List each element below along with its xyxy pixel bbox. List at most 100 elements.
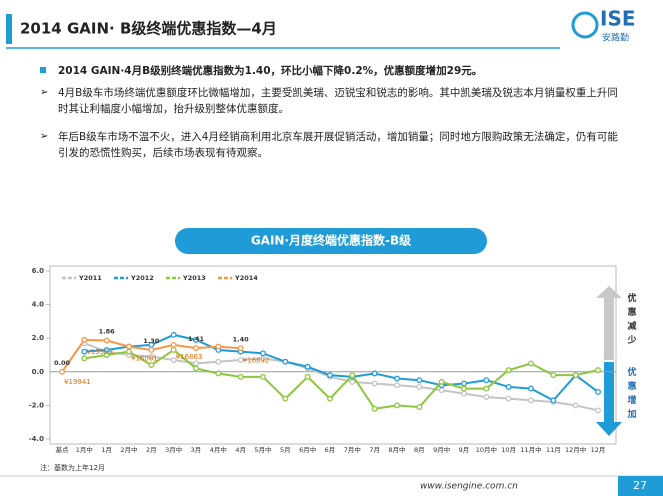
point xyxy=(595,389,601,395)
side-label: 优惠增加 xyxy=(626,366,636,420)
logo-mark xyxy=(571,11,599,39)
price-annotation: ¥16892 xyxy=(243,356,270,364)
bullet-arrow: ➢ xyxy=(40,87,48,98)
x-tick-label: 11月 xyxy=(546,446,561,454)
point xyxy=(505,395,512,402)
point xyxy=(461,390,467,397)
point xyxy=(215,358,222,365)
point xyxy=(438,378,445,385)
x-tick-label: 10月 xyxy=(501,446,516,454)
point xyxy=(483,394,490,400)
x-tick-label: 11月中 xyxy=(520,445,541,454)
chart-title-pill xyxy=(175,228,487,254)
point xyxy=(572,402,579,409)
point xyxy=(505,367,512,374)
point xyxy=(327,395,333,402)
point xyxy=(394,382,400,389)
up-arrow xyxy=(596,286,622,360)
point xyxy=(371,380,378,387)
x-tick-label: 2月中 xyxy=(120,445,137,454)
title-bar xyxy=(6,14,12,44)
point xyxy=(148,362,155,369)
bullet-1-box: 4月B级车市场终端优惠额度环比微幅增加，主要受凯美瑞、迈锐宝和锐志的影响。其中凯… xyxy=(58,87,618,115)
x-tick-label: 5月 xyxy=(280,446,291,454)
point xyxy=(215,370,222,377)
y-tick-label: -2.0 xyxy=(29,401,44,409)
point xyxy=(595,367,601,374)
legend-label: Y2012 xyxy=(130,274,154,282)
x-tick-label: 4月 xyxy=(235,446,246,454)
data-label: 1.40 xyxy=(233,335,250,343)
down-arrow xyxy=(596,362,622,436)
page-box xyxy=(618,476,663,496)
point xyxy=(170,347,177,353)
point xyxy=(282,395,289,402)
point xyxy=(528,397,534,404)
x-tick-label: 8月中 xyxy=(388,445,405,454)
bullet-1: 4月B级车市场终端优惠额度环比微幅增加，主要受凯美瑞、迈锐宝和锐志的影响。其中凯… xyxy=(58,87,618,115)
point xyxy=(371,370,378,377)
x-tick-label: 8月 xyxy=(414,446,425,454)
point xyxy=(505,383,512,390)
point xyxy=(394,402,400,409)
point xyxy=(103,352,110,358)
point xyxy=(148,353,155,360)
point xyxy=(260,373,266,380)
legend-label: Y2013 xyxy=(182,274,206,282)
bullet-2-box: 年后B级车市场不温不火，进入4月经销商利用北京车展开展促销活动，增加销量；同时地… xyxy=(58,131,618,159)
point xyxy=(237,357,244,363)
logo: ISE xyxy=(600,7,636,31)
point xyxy=(349,372,356,379)
series-line xyxy=(84,348,599,410)
x-tick-label: 4月中 xyxy=(210,445,227,454)
y-tick-label: 0.0 xyxy=(32,368,45,376)
x-tick-label: 7月中 xyxy=(344,445,361,454)
x-tick-label: 12月中 xyxy=(565,445,586,454)
price-annotation: ¥16863 xyxy=(176,353,203,361)
price-annotation: ¥19941 xyxy=(64,378,91,386)
x-tick-label: 6月 xyxy=(325,446,336,454)
point xyxy=(327,372,333,379)
point xyxy=(282,358,289,365)
point xyxy=(126,348,132,355)
point xyxy=(416,404,423,411)
point xyxy=(81,355,88,362)
y-tick-label: 6.0 xyxy=(32,267,45,275)
series-line xyxy=(84,333,599,402)
point xyxy=(260,350,266,357)
point xyxy=(193,365,199,372)
point xyxy=(193,360,199,367)
point xyxy=(59,368,65,375)
legend-label: Y2011 xyxy=(78,274,102,282)
page-number: 27 xyxy=(633,479,647,492)
point xyxy=(304,373,311,380)
point xyxy=(237,373,244,380)
point xyxy=(416,383,423,390)
point xyxy=(126,343,132,350)
slide-title: 2014 GAIN· B级终端优惠指数—4月 xyxy=(20,20,277,38)
y-tick-label: 2.0 xyxy=(32,334,45,342)
point xyxy=(461,380,467,387)
point xyxy=(438,387,445,394)
x-tick-label: 3月中 xyxy=(165,445,182,454)
x-tick-label: 7月 xyxy=(369,446,380,454)
price-annotation: ¥16081 xyxy=(131,355,158,363)
point xyxy=(81,336,88,343)
chart-title: GAIN·月度终端优惠指数-B级 xyxy=(251,233,411,248)
data-label: 1.41 xyxy=(188,335,205,343)
x-tick-label: 12月 xyxy=(591,446,606,454)
point xyxy=(550,397,557,404)
x-tick-label: 1月中 xyxy=(76,445,93,454)
point xyxy=(483,385,490,392)
x-tick-label: 3月 xyxy=(191,446,202,454)
point xyxy=(170,341,177,348)
point xyxy=(394,375,400,382)
x-tick-label: 10月中 xyxy=(476,445,497,454)
point xyxy=(349,378,356,385)
point xyxy=(81,348,88,355)
point xyxy=(215,343,222,350)
data-label: 0.00 xyxy=(54,359,71,367)
bullet-arrow: ➢ xyxy=(40,131,48,142)
point xyxy=(461,385,467,392)
